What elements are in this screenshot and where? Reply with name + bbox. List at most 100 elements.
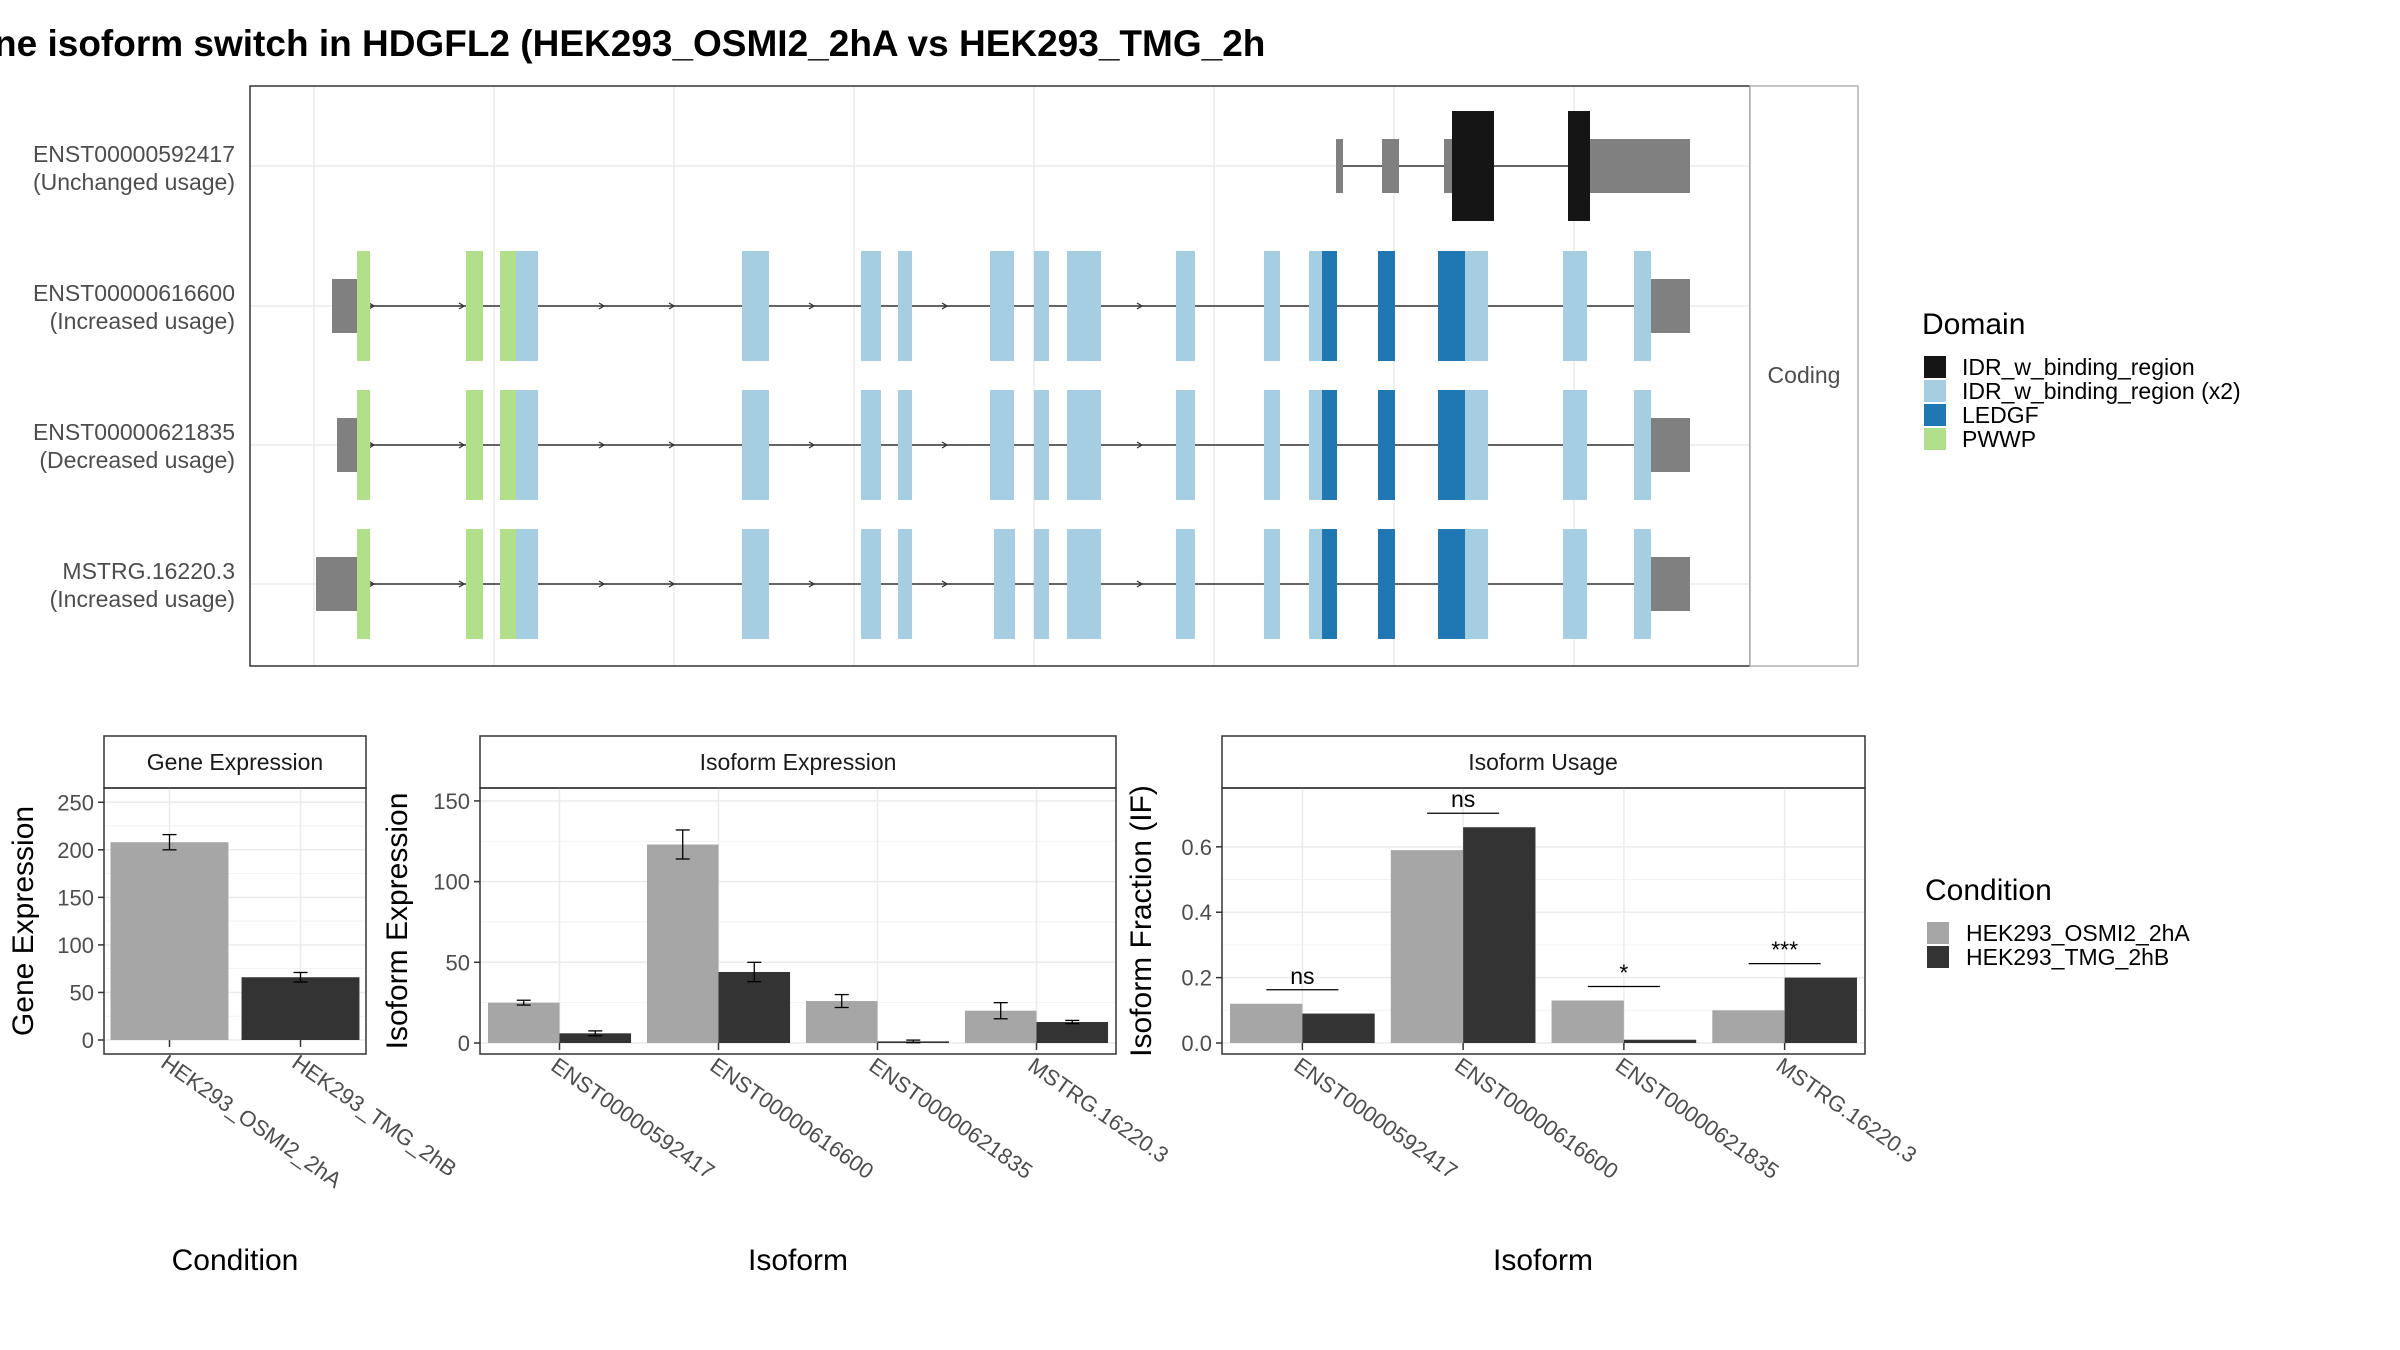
isoform-usage-label: (Decreased usage) <box>39 447 235 473</box>
utr-exon <box>337 418 351 472</box>
domain-exon <box>1438 390 1465 500</box>
utr-exon <box>350 279 359 333</box>
domain-exon <box>742 529 769 639</box>
transcript-tracks <box>316 111 1690 639</box>
domain-exon <box>1438 529 1465 639</box>
domain-exon <box>357 390 370 500</box>
domain-exon <box>898 529 912 639</box>
isoform-usage-label: (Unchanged usage) <box>33 169 235 195</box>
significance-label: * <box>1619 960 1628 986</box>
domain-exon <box>1176 390 1195 500</box>
condition-legend-key <box>1927 922 1949 944</box>
domain-exon <box>1322 529 1337 639</box>
domain-exon <box>1634 390 1651 500</box>
intron-direction-arrow <box>1136 441 1144 449</box>
utr-exon <box>1382 139 1399 193</box>
domain-legend-label: IDR_w_binding_region (x2) <box>1962 378 2241 404</box>
domain-legend-key <box>1924 356 1946 378</box>
domain-legend: Domain IDR_w_binding_region IDR_w_bindin… <box>1922 308 2241 452</box>
isoform-id-label: MSTRG.16220.3 <box>62 558 235 584</box>
structure-panel: Coding <box>249 85 1859 667</box>
y-tick-label: 0 <box>458 1031 470 1056</box>
domain-exon <box>1034 390 1049 500</box>
domain-exon <box>1067 390 1101 500</box>
utr-exon <box>1656 279 1690 333</box>
bar <box>1302 1013 1375 1043</box>
condition-legend-label: HEK293_OSMI2_2hA <box>1966 920 2190 946</box>
condition-legend-key <box>1927 946 1949 968</box>
y-tick-label: 250 <box>57 790 94 815</box>
utr-exon <box>1336 139 1343 193</box>
bar <box>1551 1000 1624 1043</box>
utr-exon <box>1656 418 1690 472</box>
x-tick-label: MSTRG.16220.3 <box>1024 1053 1174 1168</box>
isoform-labels: ENST00000592417 (Unchanged usage) ENST00… <box>33 141 235 612</box>
intron-direction-arrow <box>668 580 676 588</box>
isoform-usage-label: (Increased usage) <box>50 308 235 334</box>
domain-legend-title: Domain <box>1922 308 2025 341</box>
intron-direction-arrow <box>368 580 376 588</box>
domain-exon <box>1452 111 1494 221</box>
domain-exon <box>861 251 881 361</box>
domain-exon <box>1568 111 1590 221</box>
domain-exon <box>990 251 1014 361</box>
bar <box>1390 850 1464 1043</box>
utr-exon <box>1590 139 1690 193</box>
y-tick-label: 0.0 <box>1181 1031 1212 1056</box>
domain-exon <box>742 390 769 500</box>
utr-exon <box>332 279 352 333</box>
utr-exon <box>350 557 359 611</box>
x-tick-label: ENST00000621835 <box>865 1053 1038 1184</box>
domain-exon <box>1563 251 1587 361</box>
domain-exon <box>1465 390 1488 500</box>
domain-exon <box>1309 529 1322 639</box>
intron-direction-arrow <box>458 580 466 588</box>
isoform-id-label: ENST00000592417 <box>33 141 235 167</box>
bar <box>1784 977 1857 1043</box>
y-tick-label: 100 <box>57 933 94 958</box>
utr-exon <box>316 557 352 611</box>
domain-exon <box>1309 251 1322 361</box>
gene-expression-x-axis-title: Condition <box>172 1244 299 1277</box>
intron-direction-arrow <box>941 580 949 588</box>
intron-direction-arrow <box>458 441 466 449</box>
bar <box>559 1033 632 1043</box>
intron-direction-arrow <box>808 441 816 449</box>
domain-exon <box>1465 529 1488 639</box>
isoform-id-label: ENST00000616600 <box>33 280 235 306</box>
domain-exon <box>1264 529 1280 639</box>
bar <box>487 1002 560 1043</box>
y-tick-label: 150 <box>433 789 470 814</box>
y-tick-label: 0.4 <box>1181 900 1212 925</box>
condition-legend-label: HEK293_TMG_2hB <box>1966 944 2169 970</box>
domain-exon <box>516 390 538 500</box>
domain-exon <box>1563 390 1587 500</box>
isoform-usage-y-axis-title: Isoform Fraction (IF) <box>1125 785 1158 1057</box>
domain-exon <box>861 390 881 500</box>
isoform-usage-frame <box>1221 787 1866 1055</box>
intron-direction-arrow <box>668 441 676 449</box>
domain-exon <box>742 251 769 361</box>
gene-expression-frame <box>103 787 367 1055</box>
utr-exon <box>1651 557 1658 611</box>
x-tick-label: ENST00000621835 <box>1611 1053 1784 1184</box>
structure-facet-label: Coding <box>1768 362 1841 388</box>
domain-exon <box>1563 529 1587 639</box>
isoform-usage-x-axis-title: Isoform <box>1493 1244 1593 1277</box>
domain-exon <box>466 529 483 639</box>
isoform-expression-strip-title: Isoform Expression <box>700 749 897 775</box>
y-tick-label: 50 <box>446 950 470 975</box>
bar <box>110 842 229 1040</box>
isoform-expression-x-axis-title: Isoform <box>748 1244 848 1277</box>
isoform-expression-strip <box>479 735 1117 789</box>
domain-exon <box>1067 529 1101 639</box>
domain-exon <box>1067 251 1101 361</box>
domain-exon <box>500 251 516 361</box>
domain-exon <box>898 251 912 361</box>
intron-direction-arrow <box>598 441 606 449</box>
domain-exon <box>1264 251 1280 361</box>
isoform-usage-strip-title: Isoform Usage <box>1468 749 1618 775</box>
bar <box>1712 1010 1785 1043</box>
figure-title: ne isoform switch in HDGFL2 (HEK293_OSMI… <box>0 23 1265 64</box>
